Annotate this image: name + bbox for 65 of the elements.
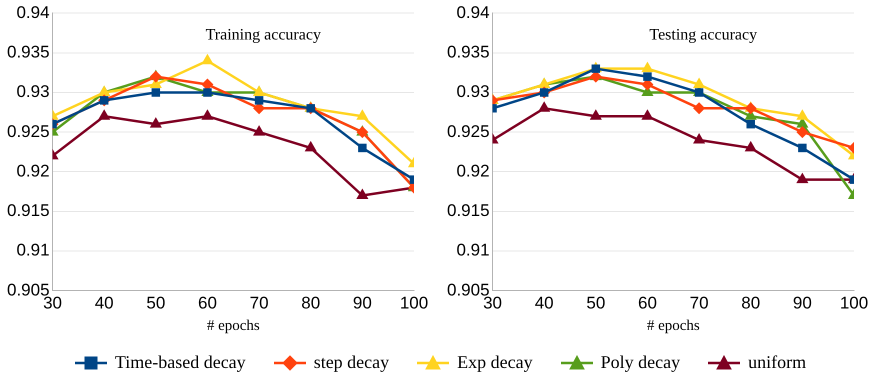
point	[150, 117, 162, 128]
x-tick-label: 50	[586, 293, 606, 312]
point	[254, 96, 264, 105]
x-tick-label: 90	[352, 293, 372, 312]
y-tick-label: 0.935	[446, 42, 490, 62]
x-tick-label: 60	[638, 293, 657, 312]
legend-label: step decay	[314, 352, 390, 373]
y-tick-label: 0.925	[446, 122, 490, 141]
y-tick-label: 0.94	[456, 2, 490, 22]
point	[304, 140, 317, 152]
point	[641, 109, 654, 120]
y-tick-label: 0.93	[456, 82, 490, 102]
point	[744, 140, 757, 152]
y-tick-label: 0.925	[6, 122, 50, 141]
x-tick-label: 100	[400, 293, 428, 312]
x-axis-title: # epochs	[646, 318, 700, 334]
text: Training accuracy	[206, 26, 321, 44]
point	[693, 102, 706, 114]
x-tick-label: 70	[690, 293, 709, 312]
x-tick-label: 70	[250, 293, 269, 312]
x-axis-title: # epochs	[206, 318, 260, 334]
point	[538, 101, 550, 112]
y-tick-label: 0.915	[6, 201, 50, 220]
y-tick-label: 0.92	[456, 161, 490, 180]
y-tick-label: 0.935	[6, 42, 50, 62]
legend-label: uniform	[748, 352, 806, 373]
legend-label: Exp decay	[457, 352, 533, 373]
point	[358, 144, 367, 152]
point	[693, 78, 706, 88]
point	[152, 88, 160, 97]
point	[590, 109, 602, 120]
point	[796, 126, 808, 138]
point	[643, 72, 652, 81]
x-tick-label: 60	[198, 293, 217, 312]
point	[592, 64, 600, 73]
x-tick-label: 50	[146, 293, 166, 312]
legend-label: Poly decay	[600, 352, 680, 373]
point	[693, 133, 706, 144]
x-tick-label: 40	[534, 293, 554, 312]
point	[356, 126, 368, 138]
legend-label: Time-based decay	[114, 352, 246, 373]
point	[98, 109, 110, 120]
point	[203, 88, 212, 97]
y-tick-label: 0.93	[16, 82, 50, 102]
x-tick-label: 100	[840, 293, 868, 312]
point	[746, 120, 755, 128]
x-tick-label: 80	[741, 293, 760, 312]
text: Testing accuracy	[649, 26, 758, 44]
point	[253, 125, 266, 136]
y-tick-label: 0.91	[16, 240, 50, 260]
y-tick-label: 0.91	[456, 240, 490, 260]
point	[694, 88, 704, 97]
x-tick-label: 90	[792, 293, 812, 312]
point	[201, 109, 214, 120]
point	[641, 62, 654, 72]
point	[796, 109, 808, 120]
point	[150, 70, 162, 83]
y-tick-label: 0.92	[16, 161, 50, 180]
y-tick-label: 0.94	[16, 2, 50, 22]
point	[798, 144, 807, 152]
x-tick-label: 40	[94, 293, 114, 312]
point	[796, 172, 808, 184]
x-tick-label: 80	[301, 293, 320, 312]
y-tick-label: 0.915	[446, 201, 490, 220]
point	[356, 188, 368, 199]
